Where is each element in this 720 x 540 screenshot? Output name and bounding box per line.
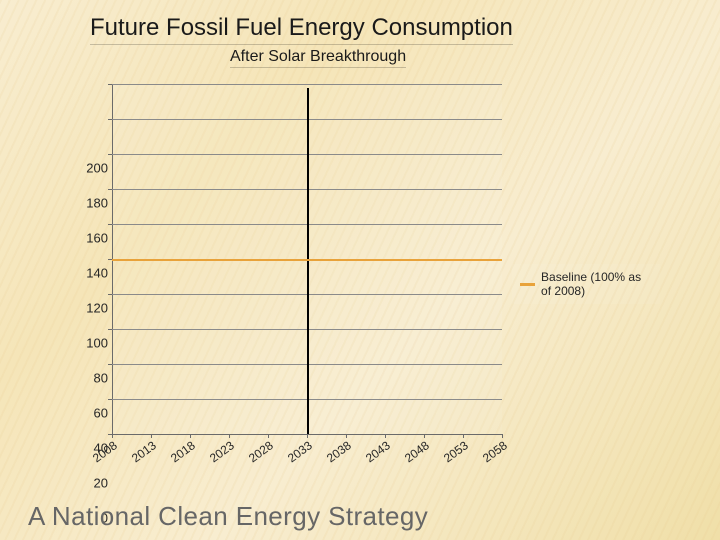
y-tick-label: 20 [72,476,108,491]
y-tick-label: 200 [72,161,108,176]
legend-label: Baseline (100% as of 2008) [541,270,652,298]
x-tick-label: 2013 [129,438,159,465]
x-tick [346,434,347,438]
y-tick [108,294,112,295]
y-tick [108,364,112,365]
x-tick [229,434,230,438]
x-tick-label: 2058 [480,438,510,465]
x-tick-label: 2043 [363,438,393,465]
y-tick [108,189,112,190]
y-tick [108,329,112,330]
series-line [112,259,502,261]
y-tick [108,154,112,155]
legend: Baseline (100% as of 2008) [512,264,660,304]
x-tick [385,434,386,438]
x-tick [151,434,152,438]
x-tick-label: 2048 [402,438,432,465]
chart-container: Baseline (100% as of 2008) 0204060801001… [70,84,660,484]
gridline [112,84,502,85]
x-tick [307,434,308,438]
x-tick-label: 2023 [207,438,237,465]
x-tick [268,434,269,438]
y-tick-label: 60 [72,406,108,421]
legend-swatch [520,283,535,286]
y-tick [108,399,112,400]
y-tick-label: 80 [72,371,108,386]
chart-subtitle: After Solar Breakthrough [230,48,406,68]
y-tick-label: 140 [72,266,108,281]
y-tick-label: 120 [72,301,108,316]
x-tick-label: 2038 [324,438,354,465]
footer-text: A National Clean Energy Strategy [28,501,428,532]
y-tick [108,119,112,120]
x-tick [463,434,464,438]
y-tick-label: 180 [72,196,108,211]
x-tick-label: 2018 [168,438,198,465]
x-tick-label: 2028 [246,438,276,465]
y-tick [108,224,112,225]
x-tick-label: 2033 [285,438,315,465]
y-tick-label: 100 [72,336,108,351]
chart-title: Future Fossil Fuel Energy Consumption [90,14,513,45]
y-tick-label: 160 [72,231,108,246]
x-tick [502,434,503,438]
x-tick-label: 2053 [441,438,471,465]
y-tick [108,84,112,85]
x-tick [112,434,113,438]
vertical-marker-line [307,88,309,434]
plot-area [112,84,502,434]
x-tick [424,434,425,438]
x-tick [190,434,191,438]
